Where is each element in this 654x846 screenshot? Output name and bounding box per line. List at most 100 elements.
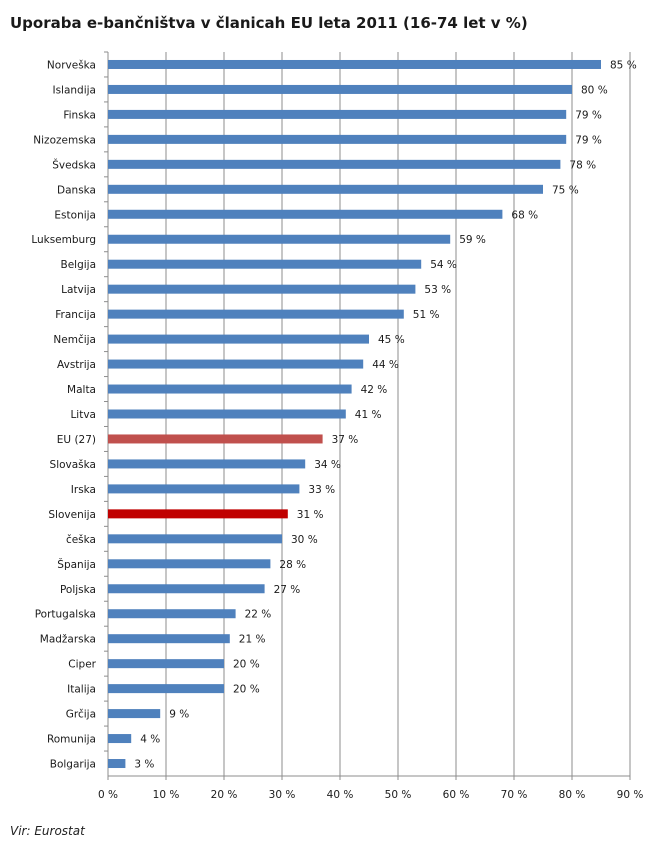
category-label: Luksemburg (31, 234, 96, 246)
value-label: 68 % (511, 209, 538, 221)
value-label: 31 % (297, 509, 324, 521)
value-label: 42 % (361, 384, 388, 396)
category-label: Bolgarija (50, 759, 96, 771)
bar (108, 434, 323, 444)
category-label: Nizozemska (33, 134, 96, 146)
category-label: Španija (57, 558, 96, 571)
category-label: Latvija (61, 284, 96, 296)
x-tick-label: 50 % (385, 789, 412, 801)
category-label: Slovaška (50, 459, 96, 471)
x-tick-label: 40 % (327, 789, 354, 801)
category-label: Italija (67, 684, 96, 696)
category-label: Estonija (54, 209, 96, 221)
category-label: Slovenija (48, 509, 96, 521)
value-label: 78 % (569, 159, 596, 171)
category-label: Avstrija (57, 359, 96, 371)
x-tick-label: 70 % (501, 789, 528, 801)
value-label: 85 % (610, 59, 637, 71)
bar (108, 184, 543, 194)
category-label: Belgija (60, 259, 96, 271)
x-tick-label: 20 % (211, 789, 238, 801)
category-label: Francija (55, 309, 96, 321)
category-label: Danska (57, 184, 96, 196)
category-label: Švedska (52, 158, 96, 171)
value-label: 41 % (355, 409, 382, 421)
value-label: 22 % (245, 609, 272, 621)
bar (108, 534, 282, 544)
value-label: 3 % (134, 759, 154, 771)
value-label: 51 % (413, 309, 440, 321)
value-label: 79 % (575, 134, 602, 146)
bar (108, 84, 572, 94)
category-label: Litva (70, 409, 96, 421)
bar (108, 159, 561, 169)
category-label: Poljska (60, 584, 96, 596)
x-tick-label: 10 % (153, 789, 180, 801)
x-tick-label: 0 % (98, 789, 118, 801)
x-tick-label: 90 % (617, 789, 644, 801)
value-label: 33 % (308, 484, 335, 496)
value-label: 28 % (279, 559, 306, 571)
value-label: 4 % (140, 734, 160, 746)
value-label: 30 % (291, 534, 318, 546)
bar (108, 659, 224, 669)
bar (108, 109, 567, 119)
value-label: 75 % (552, 184, 579, 196)
bar (108, 234, 451, 244)
bar (108, 584, 265, 594)
category-label: češka (66, 534, 96, 546)
x-tick-label: 60 % (443, 789, 470, 801)
bar (108, 759, 126, 769)
bar (108, 59, 601, 69)
category-label: Grčija (66, 709, 96, 721)
bar (108, 684, 224, 694)
bar (108, 709, 161, 719)
bar (108, 284, 416, 294)
value-label: 20 % (233, 659, 260, 671)
bar (108, 559, 271, 569)
value-label: 9 % (169, 709, 189, 721)
category-label: Norveška (47, 59, 96, 71)
value-label: 59 % (459, 234, 486, 246)
bar (108, 609, 236, 619)
bar (108, 634, 230, 644)
value-label: 54 % (430, 259, 457, 271)
category-label: Ciper (68, 659, 96, 671)
value-label: 21 % (239, 634, 266, 646)
bar (108, 334, 369, 344)
bar (108, 134, 567, 144)
x-tick-label: 30 % (269, 789, 296, 801)
bar (108, 734, 132, 744)
category-label: Portugalska (35, 609, 96, 621)
category-label: Romunija (47, 734, 96, 746)
value-label: 37 % (332, 434, 359, 446)
category-label: Nemčija (53, 334, 96, 346)
bar (108, 359, 364, 369)
value-label: 34 % (314, 459, 341, 471)
bar (108, 384, 352, 394)
value-label: 79 % (575, 109, 602, 121)
value-label: 45 % (378, 334, 405, 346)
category-label: Finska (63, 109, 96, 121)
category-label: Irska (71, 484, 96, 496)
bar (108, 459, 306, 469)
value-label: 44 % (372, 359, 399, 371)
category-label: EU (27) (57, 434, 96, 446)
bar (108, 259, 422, 269)
chart-title: Uporaba e-bančništva v članicah EU leta … (10, 14, 528, 32)
category-label: Madžarska (40, 634, 96, 646)
value-label: 27 % (274, 584, 301, 596)
source-note: Vir: Eurostat (10, 824, 85, 838)
bar (108, 409, 346, 419)
value-label: 53 % (424, 284, 451, 296)
bar (108, 209, 503, 219)
value-label: 80 % (581, 84, 608, 96)
bar (108, 484, 300, 494)
bar (108, 309, 404, 319)
category-label: Malta (67, 384, 96, 396)
value-label: 20 % (233, 684, 260, 696)
x-tick-label: 80 % (559, 789, 586, 801)
bar (108, 509, 288, 519)
category-label: Islandija (52, 84, 96, 96)
